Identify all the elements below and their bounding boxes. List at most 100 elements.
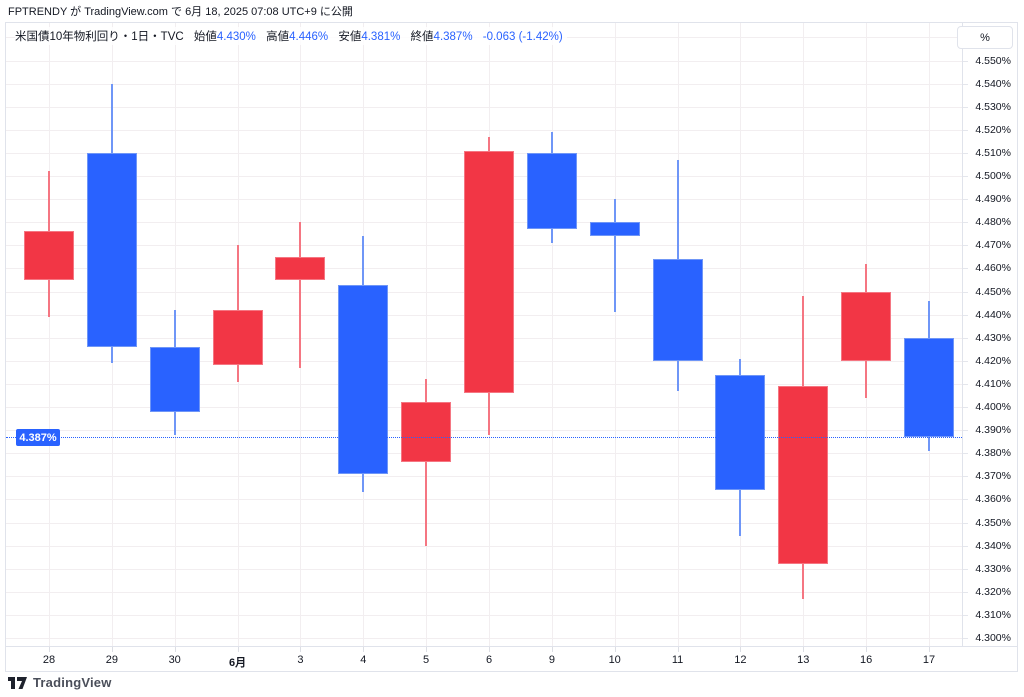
- candle-body: [589, 222, 640, 237]
- price-axis-label: 4.360%: [975, 493, 1011, 506]
- price-axis-tick: [963, 245, 968, 247]
- time-axis-tick: [489, 647, 490, 652]
- price-axis-label: 4.440%: [975, 308, 1011, 321]
- time-axis-label: 10: [608, 654, 621, 666]
- price-axis-label: 4.480%: [975, 216, 1011, 229]
- candle-body: [841, 291, 892, 361]
- time-axis-label: 12: [734, 654, 747, 666]
- price-axis-tick: [963, 314, 968, 316]
- time-axis-label: 11: [671, 654, 684, 666]
- time-axis-tick: [677, 647, 679, 652]
- candle-body: [715, 374, 766, 491]
- price-axis[interactable]: 4.550% 4.540% 4.530% 4.520% 4.510% 4.500% 4.49…: [963, 23, 1017, 646]
- price-axis-tick: [963, 337, 968, 339]
- candle-body: [149, 346, 200, 412]
- chart-legend[interactable]: 米国債10年物利回り・1日・TVC 始値4.430% 高値4.446% 安値 4.…: [15, 27, 567, 45]
- price-axis-label: 4.540%: [975, 77, 1011, 90]
- open-label: 始値: [193, 31, 217, 43]
- price-axis-tick: [963, 152, 968, 154]
- grid-line-horizontal: [6, 83, 962, 85]
- grid-line-horizontal: [6, 614, 962, 616]
- time-axis-label: 5: [423, 654, 430, 666]
- time-axis-tick: [174, 647, 176, 652]
- chart-widget: 4.550% 4.540% 4.530% 4.520% 4.510% 4.500% 4.49…: [5, 22, 1018, 672]
- percent-scale-button[interactable]: %: [957, 26, 1013, 49]
- time-axis-tick: [111, 647, 113, 652]
- price-axis-label: 4.350%: [975, 516, 1011, 529]
- grid-line-horizontal: [6, 638, 962, 639]
- close-value: 4.387%: [433, 31, 473, 43]
- time-axis-separator: [6, 646, 1017, 647]
- price-axis-tick: [963, 545, 968, 547]
- grid-line-horizontal: [6, 568, 962, 570]
- price-axis-tick: [963, 129, 968, 131]
- grid-line-horizontal: [6, 499, 962, 501]
- grid-line-vertical: [49, 23, 50, 646]
- price-axis-label: 4.460%: [975, 262, 1011, 275]
- price-axis-label: 4.510%: [975, 146, 1011, 159]
- price-axis-label: 4.370%: [975, 470, 1011, 483]
- symbol-title: 米国債10年物利回り・1日・TVC: [15, 31, 184, 43]
- grid-line-horizontal: [6, 106, 962, 108]
- low-label: 安値: [338, 31, 362, 43]
- price-axis-tick: [963, 499, 968, 501]
- price-axis-label: 4.520%: [975, 123, 1011, 136]
- candle-body: [778, 386, 829, 565]
- price-axis-tick: [963, 638, 968, 639]
- grid-line-horizontal: [6, 545, 962, 547]
- high-value: 4.446%: [289, 31, 329, 43]
- last-price-badge: 4.387%: [16, 429, 60, 446]
- price-axis-label: 4.490%: [975, 193, 1011, 206]
- grid-line-horizontal: [6, 430, 962, 432]
- footer: TradingView: [8, 675, 112, 690]
- time-axis-label: 4: [360, 654, 367, 666]
- price-axis-tick: [963, 222, 968, 224]
- time-axis-tick: [866, 647, 868, 652]
- candle-wick: [613, 199, 616, 313]
- price-axis-label: 4.320%: [975, 585, 1011, 598]
- price-axis-label: 4.450%: [975, 285, 1011, 298]
- grid-line-horizontal: [6, 60, 962, 62]
- high-label: 高値: [266, 31, 290, 43]
- time-axis-label: 28: [42, 654, 56, 666]
- time-axis-tick: [740, 647, 742, 652]
- price-axis-tick: [963, 360, 968, 362]
- price-axis-tick: [963, 199, 968, 201]
- grid-line-vertical: [551, 23, 553, 646]
- price-axis-label: 4.330%: [975, 562, 1011, 575]
- time-axis-tick: [363, 647, 365, 652]
- time-axis-tick: [426, 647, 428, 652]
- candle-wick: [299, 222, 302, 368]
- time-axis-tick: [551, 647, 553, 652]
- grid-line-horizontal: [6, 522, 962, 524]
- close-label: 終値: [410, 31, 434, 43]
- time-axis-label: 6月: [229, 657, 247, 669]
- time-axis-tick: [803, 647, 805, 652]
- price-axis-label: 4.530%: [975, 100, 1011, 113]
- price-axis-tick: [963, 383, 968, 385]
- price-axis-label: 4.500%: [975, 170, 1011, 182]
- price-axis-tick: [963, 176, 968, 177]
- time-axis-label: 17: [922, 654, 936, 666]
- tradingview-brand-text[interactable]: TradingView: [33, 675, 112, 690]
- time-axis-label: 13: [797, 654, 810, 666]
- price-axis-label: 4.410%: [975, 377, 1011, 390]
- price-axis-separator: [962, 23, 963, 671]
- candle-body: [338, 284, 389, 474]
- time-axis-label: 29: [105, 654, 119, 666]
- price-axis-label: 4.340%: [975, 539, 1011, 552]
- tradingview-logo-icon[interactable]: [8, 676, 27, 689]
- time-axis-label: 16: [859, 654, 873, 666]
- open-value: 4.430%: [216, 31, 256, 43]
- grid-line-vertical: [426, 23, 428, 646]
- price-axis-tick: [963, 60, 968, 62]
- price-pane[interactable]: [6, 23, 962, 646]
- time-axis[interactable]: 28 29 30 6月 3 4 5 6 9 10 11 12 13 16 17: [6, 647, 1017, 671]
- last-price-line: [6, 437, 962, 438]
- candle-body: [401, 402, 452, 463]
- price-axis-tick: [963, 407, 968, 408]
- price-axis-label: 4.550%: [975, 54, 1011, 67]
- price-axis-label: 4.380%: [975, 447, 1011, 460]
- price-axis-tick: [963, 430, 968, 432]
- attribution-text: FPTRENDY が TradingView.com で 6月 18, 2025…: [8, 6, 353, 18]
